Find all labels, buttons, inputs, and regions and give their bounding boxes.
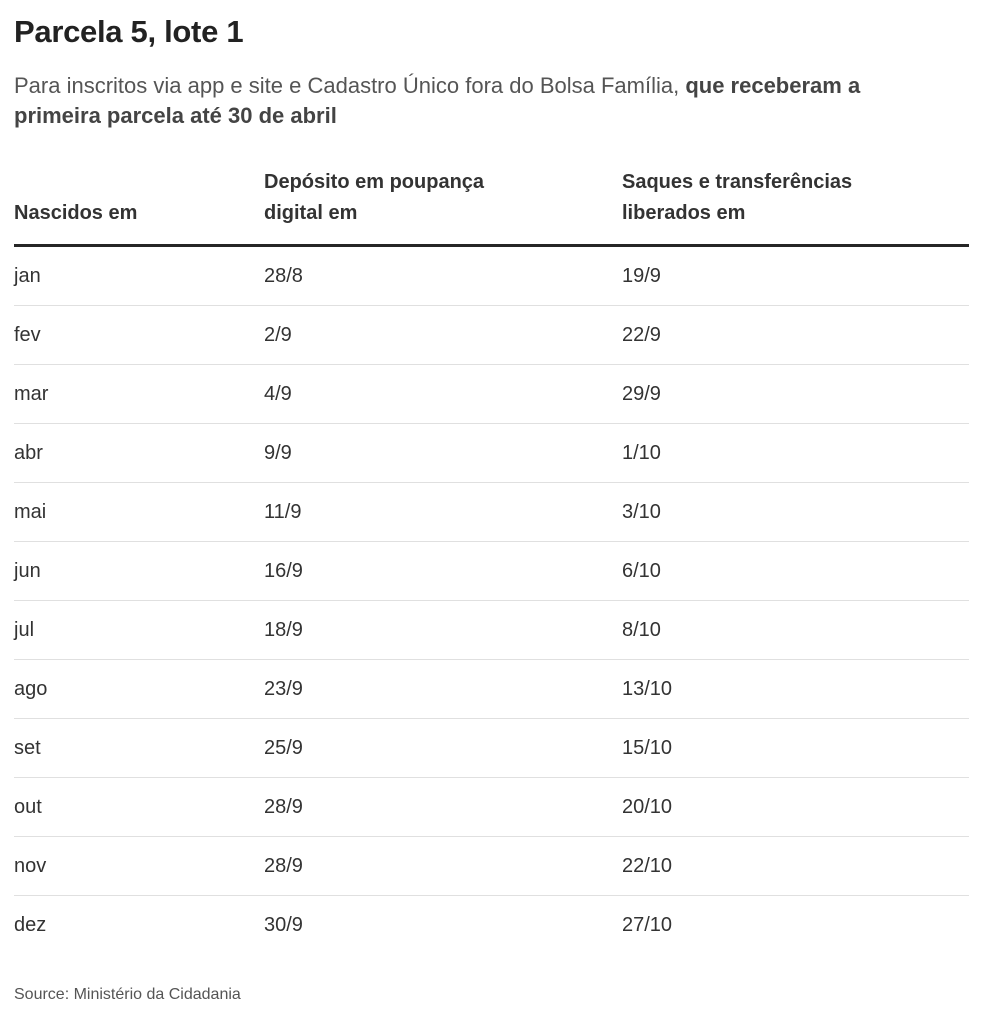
withdrawal-date-cell: 20/10 — [622, 777, 969, 837]
withdrawal-date-cell: 15/10 — [622, 718, 969, 778]
deposit-date-cell: 2/9 — [264, 305, 622, 365]
table-row: fev 2/9 22/9 — [14, 305, 969, 365]
column-header-deposit-date-line2: digital em — [264, 202, 358, 224]
birth-month-cell: out — [14, 777, 264, 837]
page-title: Parcela 5, lote 1 — [14, 14, 244, 49]
subtitle-regular-text: Para inscritos via app e site e Cadastro… — [14, 73, 686, 98]
birth-month-cell: mar — [14, 364, 264, 424]
table-header: Nascidos em Depósito em poupança digital… — [14, 167, 969, 247]
withdrawal-date-cell: 22/10 — [622, 836, 969, 896]
deposit-date-cell: 18/9 — [264, 600, 622, 660]
source-credit: Source: Ministério da Cidadania — [14, 986, 241, 1003]
column-header-birth-month-line1: Nascidos em — [14, 202, 138, 224]
column-header-withdrawal-date-line2: liberados em — [622, 202, 746, 224]
table-row: set 25/9 15/10 — [14, 718, 969, 778]
deposit-date-cell: 23/9 — [264, 659, 622, 719]
table-row: mai 11/9 3/10 — [14, 482, 969, 542]
subtitle-bold-text: que receberam a primeira parcela até 30 … — [14, 73, 861, 128]
birth-month-cell: fev — [14, 305, 264, 365]
deposit-date-cell: 25/9 — [264, 718, 622, 778]
birth-month-cell: set — [14, 718, 264, 778]
withdrawal-date-cell: 8/10 — [622, 600, 969, 660]
table-row: nov 28/9 22/10 — [14, 836, 969, 896]
birth-month-cell: jan — [14, 245, 264, 306]
deposit-date-cell: 16/9 — [264, 541, 622, 601]
column-header-deposit-date-line1: Depósito em poupança — [264, 171, 485, 193]
withdrawal-date-cell: 19/9 — [622, 245, 969, 306]
table-row: abr 9/9 1/10 — [14, 423, 969, 483]
column-header-birth-month: Nascidos em — [14, 167, 264, 247]
deposit-date-cell: 9/9 — [264, 423, 622, 483]
table-row: out 28/9 20/10 — [14, 777, 969, 837]
birth-month-cell: nov — [14, 836, 264, 896]
column-header-withdrawal-date: Saques e transferências liberados em — [622, 167, 969, 247]
payment-schedule-table: Nascidos em Depósito em poupança digital… — [14, 167, 969, 954]
deposit-date-cell: 28/9 — [264, 836, 622, 896]
birth-month-cell: ago — [14, 659, 264, 719]
table-row: mar 4/9 29/9 — [14, 364, 969, 424]
table-body: jan 28/8 19/9 fev 2/9 22/9 mar 4/9 29/9 abr 9/9 1/1… — [14, 245, 969, 955]
table-row: dez 30/9 27/10 — [14, 896, 969, 955]
table-row: jun 16/9 6/10 — [14, 541, 969, 601]
withdrawal-date-cell: 3/10 — [622, 482, 969, 542]
withdrawal-date-cell: 6/10 — [622, 541, 969, 601]
withdrawal-date-cell: 22/9 — [622, 305, 969, 365]
table-row: ago 23/9 13/10 — [14, 659, 969, 719]
table-row: jan 28/8 19/9 — [14, 245, 969, 306]
withdrawal-date-cell: 1/10 — [622, 423, 969, 483]
deposit-date-cell: 30/9 — [264, 914, 303, 936]
deposit-date-cell: 28/9 — [264, 777, 622, 837]
birth-month-cell: dez — [14, 914, 47, 936]
birth-month-cell: jul — [14, 600, 264, 660]
withdrawal-date-cell: 29/9 — [622, 364, 969, 424]
deposit-date-cell: 28/8 — [264, 245, 622, 306]
birth-month-cell: jun — [14, 541, 264, 601]
deposit-date-cell: 11/9 — [264, 482, 622, 542]
column-header-deposit-date: Depósito em poupança digital em — [264, 167, 622, 247]
withdrawal-date-cell: 27/10 — [622, 914, 673, 936]
birth-month-cell: mai — [14, 482, 264, 542]
birth-month-cell: abr — [14, 423, 264, 483]
deposit-date-cell: 4/9 — [264, 364, 622, 424]
table-header-row: Nascidos em Depósito em poupança digital… — [14, 167, 969, 247]
table-row: jul 18/9 8/10 — [14, 600, 969, 660]
subtitle: Para inscritos via app e site e Cadastro… — [14, 71, 944, 131]
withdrawal-date-cell: 13/10 — [622, 659, 969, 719]
column-header-withdrawal-date-line1: Saques e transferências — [622, 171, 853, 193]
